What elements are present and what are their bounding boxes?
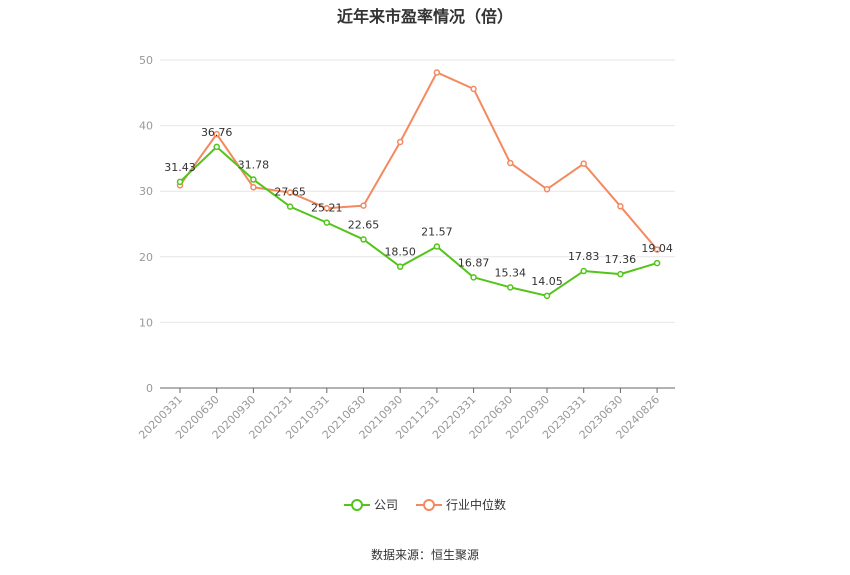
legend-item-industry-median[interactable]: 行业中位数 [416,496,506,513]
y-tick-label: 20 [139,251,153,264]
data-point-industry-median[interactable] [653,246,661,253]
source-note: 数据来源：恒生聚源 [370,548,479,562]
legend: 公司 行业中位数 [0,496,850,513]
data-point-industry-median[interactable] [433,69,441,76]
data-label-company: 27.65 [274,186,306,199]
data-point-industry-median[interactable] [250,184,257,191]
data-point-company[interactable] [470,274,477,281]
y-tick-label: 50 [139,54,153,67]
data-point-company[interactable] [323,219,331,226]
data-point-industry-median[interactable] [580,160,587,167]
series-line-industry-median [179,71,658,251]
legend-industry-median-label: 行业中位数 [446,498,507,512]
data-point-industry-median[interactable] [617,203,624,210]
data-point-company[interactable] [176,178,184,186]
data-label-company: 18.50 [384,246,416,259]
series-line-company [179,145,658,297]
data-label-company: 15.34 [495,266,527,279]
data-point-company[interactable] [213,143,220,151]
data-label-company: 17.36 [605,253,637,266]
legend-company-label: 公司 [373,498,398,512]
legend-industry-marker-icon [416,498,442,512]
legend-company-marker-icon [343,498,370,512]
data-point-industry-median[interactable] [286,189,294,196]
data-label-company: 14.05 [531,275,563,288]
data-label-company: 31.43 [164,161,196,174]
data-label-company: 16.87 [458,256,490,269]
data-label-company: 19.04 [641,242,673,255]
y-tick-label: 10 [139,316,153,329]
y-tick-label: 40 [139,120,153,133]
y-tick-label: 30 [139,185,153,198]
data-point-company[interactable] [286,203,294,210]
data-point-industry-median[interactable] [213,130,220,138]
data-label-company: 36.76 [201,126,233,139]
data-label-company: 25.21 [311,202,343,215]
data-label-company: 17.83 [568,250,600,263]
data-point-company[interactable] [433,243,441,250]
data-point-industry-median[interactable] [470,85,477,93]
grid-lines [160,59,675,323]
data-point-company[interactable] [617,270,624,278]
data-point-industry-median[interactable] [396,138,404,146]
data-label-company: 31.78 [238,159,270,172]
series-layer [176,69,661,300]
data-point-industry-median[interactable] [507,159,514,167]
data-label-company: 21.57 [421,226,453,239]
data-point-company[interactable] [507,284,514,291]
data-labels: 31.43 36.76 31.78 27.65 25.21 22.65 18.50 21.57… [164,126,673,288]
data-label-company: 22.65 [348,218,380,231]
y-tick-label: 0 [146,382,153,395]
data-point-industry-median[interactable] [323,205,331,212]
data-point-company[interactable] [580,267,587,275]
data-point-industry-median[interactable] [360,202,367,209]
data-point-company[interactable] [543,292,551,300]
data-point-company[interactable] [250,176,257,183]
data-point-company[interactable] [653,259,661,267]
data-point-company[interactable] [360,236,367,243]
data-point-company[interactable] [396,263,404,270]
chart-title: 近年来市盈率情况（倍） [336,7,513,26]
legend-item-company[interactable]: 公司 [343,496,398,513]
data-point-industry-median[interactable] [543,185,551,193]
